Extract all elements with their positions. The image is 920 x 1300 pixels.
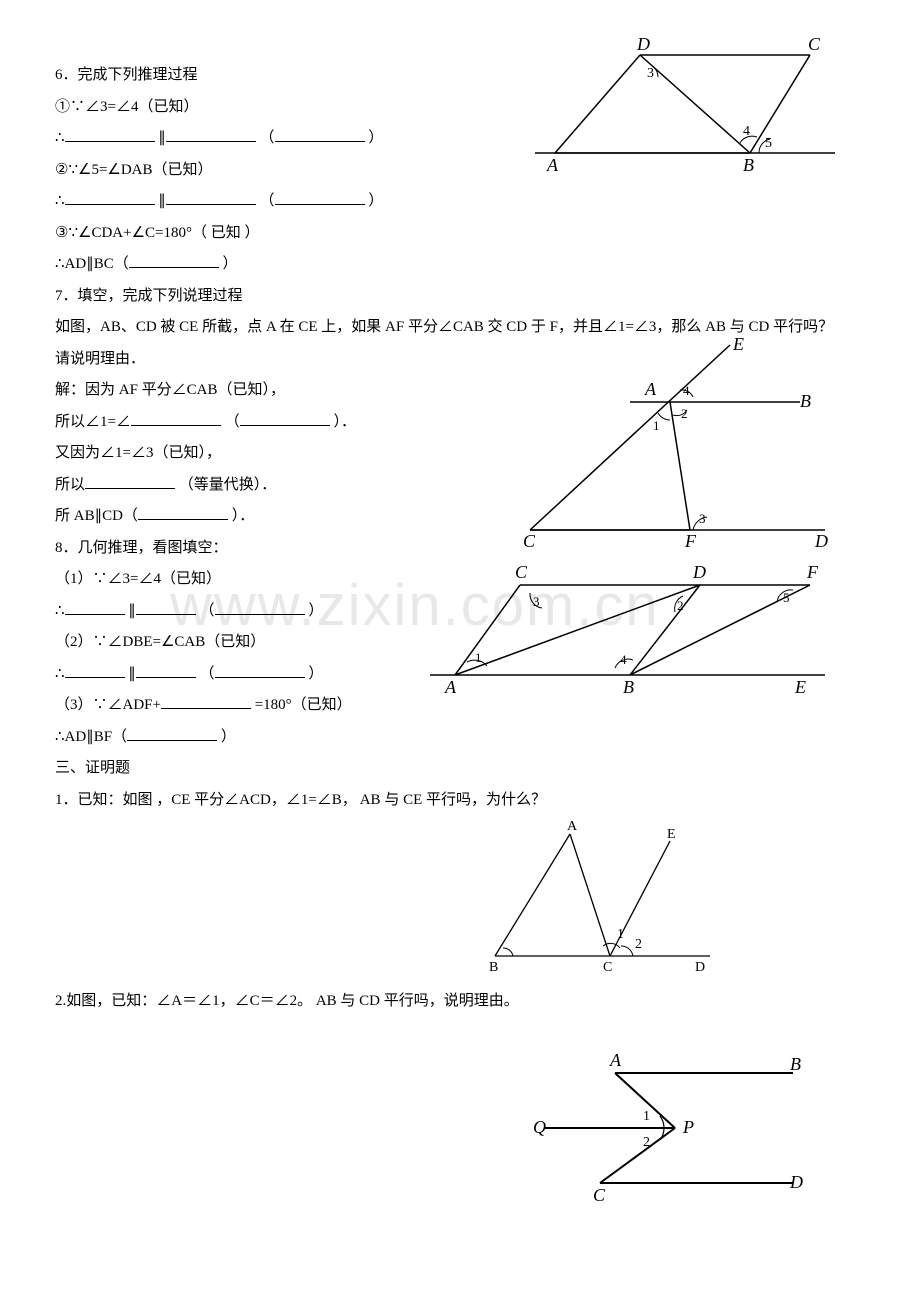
q7-l3: 解：因为 AF 平分∠CAB（已知）， [55, 375, 865, 407]
q7-l4: 所以∠1=∠ （ ）． [55, 407, 865, 439]
q7-l7: 所 AB∥CD（ ）． [55, 501, 865, 533]
svg-text:2: 2 [643, 1135, 650, 1150]
svg-text:Q: Q [533, 1117, 546, 1137]
t: ） [221, 729, 236, 745]
t: ） [368, 130, 383, 146]
svg-text:P: P [682, 1117, 694, 1137]
blank [65, 597, 125, 615]
t: =180°（已知） [255, 697, 352, 713]
q7-l6: 所以 （等量代换）． [55, 470, 865, 502]
t: 所 AB∥CD（ [55, 508, 138, 524]
t: ∥ [158, 130, 166, 146]
t: ） [222, 256, 237, 272]
blank [138, 503, 228, 521]
t: （ [260, 130, 275, 146]
svg-text:C: C [603, 960, 612, 975]
blank [65, 125, 155, 143]
q8-l3: （2）∵∠DBE=∠CAB（已知） [55, 627, 865, 659]
p1-text: 1．已知：如图 ，CE 平分∠ACD，∠1=∠B， AB 与 CE 平行吗，为什… [55, 785, 865, 817]
q6-l4: ∴ ∥ （ ） [55, 186, 865, 218]
svg-text:D: D [789, 1172, 803, 1192]
svg-text:D: D [695, 960, 705, 975]
blank [136, 597, 196, 615]
q7-title: 7．填空，完成下列说理过程 [55, 281, 865, 313]
blank [85, 471, 175, 489]
t: ）． [333, 414, 356, 430]
svg-text:E: E [667, 827, 676, 842]
q7-l2: 请说明理由． [55, 344, 865, 376]
blank [129, 251, 219, 269]
svg-text:B: B [790, 1054, 801, 1074]
t: （ [225, 414, 240, 430]
q6-l5: ③∵∠CDA+∠C=180°（ 已知 ） [55, 218, 865, 250]
blank [215, 597, 305, 615]
blank [161, 692, 251, 710]
svg-text:1: 1 [617, 927, 624, 942]
t: 所以 [55, 477, 85, 493]
q6-l3: ②∵∠5=∠DAB（已知） [55, 155, 865, 187]
blank [131, 408, 221, 426]
svg-text:1: 1 [643, 1109, 650, 1124]
t: ） [368, 193, 383, 209]
page-content: D C A B 3 4 5 6．完成下列推理过程 ①∵∠3=∠4（已知） ∴ ∥… [55, 60, 865, 1208]
q7-l5: 又因为∠1=∠3（已知）， [55, 438, 865, 470]
q6-l6: ∴AD∥BC（ ） [55, 249, 865, 281]
q6-l1: ①∵∠3=∠4（已知） [55, 92, 865, 124]
t: （ [200, 666, 215, 682]
blank [127, 723, 217, 741]
t: ∴AD∥BC（ [55, 256, 129, 272]
svg-text:D: D [636, 35, 650, 54]
q8-l4: ∴ ∥ （ ） [55, 659, 865, 691]
t: （等量代换）． [179, 477, 277, 493]
blank [240, 408, 330, 426]
t: （ [260, 193, 275, 209]
svg-text:C: C [593, 1185, 606, 1205]
q8-l1: （1）∵∠3=∠4（已知） [55, 564, 865, 596]
q8-l5: （3）∵∠ADF+ =180°（已知） [55, 690, 865, 722]
t: ∥ [128, 603, 136, 619]
blank [65, 188, 155, 206]
svg-text:A: A [609, 1050, 622, 1070]
t: （ [200, 603, 215, 619]
svg-text:A: A [567, 819, 578, 834]
q7-l1: 如图，AB、CD 被 CE 所截，点 A 在 CE 上，如果 AF 平分∠CAB… [55, 312, 865, 344]
q6-title: 6．完成下列推理过程 [55, 60, 865, 92]
svg-text:C: C [808, 35, 821, 54]
t: ∴AD∥BF（ [55, 729, 127, 745]
q8-title: 8．几何推理，看图填空： [55, 533, 865, 565]
p1-figure-wrap: A E B C D 1 2 [55, 816, 865, 986]
p2-text: 2.如图，已知：∠A＝∠1，∠C＝∠2。 AB 与 CD 平行吗，说明理由。 [55, 986, 865, 1018]
q8-l6: ∴AD∥BF（ ） [55, 722, 865, 754]
blank [166, 188, 256, 206]
t: ） [308, 603, 323, 619]
q6-l2: ∴ ∥ （ ） [55, 123, 865, 155]
blank [215, 660, 305, 678]
svg-text:2: 2 [635, 937, 642, 952]
p2-figure: A B Q P C D 1 2 [515, 1048, 815, 1208]
t: ∴ [55, 666, 65, 682]
t: 所以∠1=∠ [55, 414, 131, 430]
t: ）． [232, 508, 255, 524]
section-3: 三、证明题 [55, 753, 865, 785]
t: ∴ [55, 603, 65, 619]
blank [65, 660, 125, 678]
blank [136, 660, 196, 678]
t: ） [308, 666, 323, 682]
blank [275, 188, 365, 206]
t: （3）∵∠ADF+ [55, 697, 161, 713]
blank [275, 125, 365, 143]
t: ∴ [55, 130, 65, 146]
p2-figure-wrap: A B Q P C D 1 2 [55, 1018, 865, 1208]
t: ∥ [158, 193, 166, 209]
p1-figure: A E B C D 1 2 [475, 816, 735, 976]
q8-l2: ∴ ∥ （ ） [55, 596, 865, 628]
t: ∥ [128, 666, 136, 682]
svg-text:B: B [489, 960, 498, 975]
t: ∴ [55, 193, 65, 209]
blank [166, 125, 256, 143]
